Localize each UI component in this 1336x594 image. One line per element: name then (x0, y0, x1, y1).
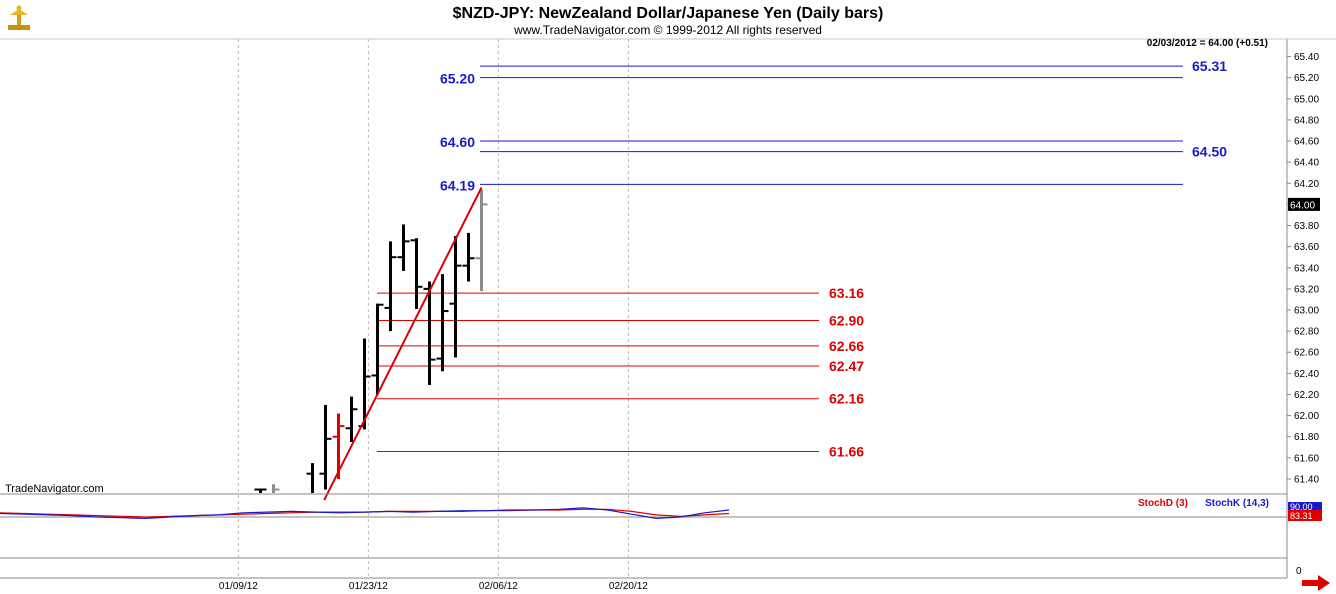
red-level-label: 62.47 (829, 358, 864, 374)
chart-title: $NZD-JPY: NewZealand Dollar/Japanese Yen… (453, 5, 884, 22)
y-tick-label: 65.40 (1294, 52, 1319, 63)
stochk-line (0, 507, 730, 520)
tradenavigator-logo-icon[interactable] (4, 3, 34, 33)
axes (0, 38, 1336, 579)
y-tick-label: 64.20 (1294, 179, 1319, 190)
trend-line (323, 187, 483, 501)
y-tick-label: 62.60 (1294, 348, 1319, 359)
last-price-box (1288, 197, 1320, 211)
blue-level-label: 64.50 (1192, 144, 1227, 160)
copyright-text: www.TradeNavigator.com © 1999-2012 All r… (513, 23, 822, 37)
blue-level-label: 64.60 (440, 134, 475, 150)
blue-level-label: 64.19 (440, 177, 475, 193)
chart-labels: 65.40 65.20 65.00 64.80 64.60 64.40 64.20 64.00… (219, 52, 1322, 592)
x-tick-label: 02/20/12 (609, 581, 648, 592)
stochd-value-label: 83.31 (1290, 511, 1313, 521)
y-tick-label: 64.40 (1294, 158, 1319, 169)
y-tick-label: 61.40 (1294, 474, 1319, 485)
last-quote-text: 02/03/2012 = 64.00 (+0.51) (1147, 38, 1268, 49)
scroll-right-arrow-icon[interactable] (1302, 575, 1330, 591)
y-tick-label: 65.20 (1294, 73, 1319, 84)
y-tick-label: 62.00 (1294, 411, 1319, 422)
x-tick-label: 02/06/12 (479, 581, 518, 592)
y-tick-label: 62.20 (1294, 390, 1319, 401)
stochk-value-box (1288, 502, 1322, 511)
y-tick-label: 61.60 (1294, 453, 1319, 464)
y-tick-label: 65.00 (1294, 94, 1319, 105)
price-bars (254, 189, 488, 493)
last-price-label: 64.00 (1290, 200, 1315, 211)
stochd-value-box (1288, 510, 1322, 521)
x-tick-label: 01/23/12 (349, 581, 388, 592)
red-level-label: 62.66 (829, 338, 864, 354)
trend-line-segment (323, 187, 483, 501)
fibonacci-levels (377, 65, 1183, 453)
x-tick-label: 01/09/12 (219, 581, 258, 592)
stochd-legend: StochD (3) (1138, 498, 1188, 509)
y-tick-label: 61.80 (1294, 432, 1319, 443)
y-tick-label: 63.80 (1294, 221, 1319, 232)
red-level-label: 63.16 (829, 285, 864, 301)
stochk-legend: StochK (14,3) (1205, 498, 1269, 509)
stochastic-panel (0, 507, 1287, 520)
y-tick-label: 63.00 (1294, 306, 1319, 317)
y-tick-label: 64.60 (1294, 137, 1319, 148)
y-tick-label: 63.60 (1294, 242, 1319, 253)
y-tick-label: 62.80 (1294, 327, 1319, 338)
red-level-label: 62.16 (829, 391, 864, 407)
y-tick-label: 63.20 (1294, 284, 1319, 295)
red-level-label: 62.90 (829, 313, 864, 329)
stoch-zero-label: 0 (1296, 566, 1302, 577)
watermark-text: TradeNavigator.com (5, 483, 104, 495)
red-level-label: 61.66 (829, 444, 864, 460)
blue-level-label: 65.31 (1192, 58, 1227, 74)
y-tick-label: 62.40 (1294, 369, 1319, 380)
blue-level-label: 65.20 (440, 71, 475, 87)
stochk-value-label: 90.00 (1290, 502, 1313, 512)
y-tick-label: 63.40 (1294, 263, 1319, 274)
y-tick-label: 64.80 (1294, 115, 1319, 126)
